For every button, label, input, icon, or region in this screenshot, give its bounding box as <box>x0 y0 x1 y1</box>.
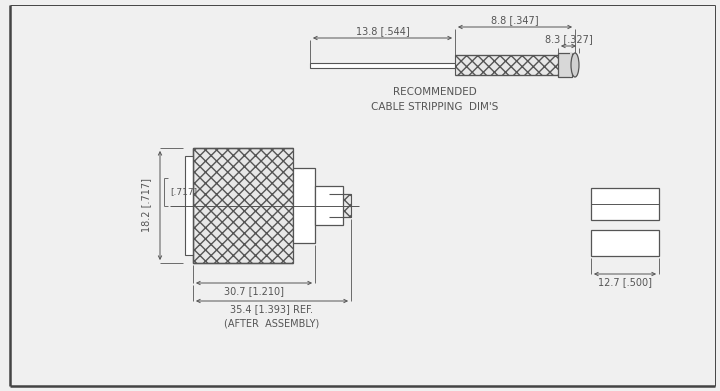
Text: 8.3 [.327]: 8.3 [.327] <box>544 34 593 44</box>
Bar <box>293 168 315 243</box>
Bar <box>558 53 572 77</box>
Text: 18.2 [.717]: 18.2 [.717] <box>141 179 151 233</box>
Text: 8.8 [.347]: 8.8 [.347] <box>491 15 539 25</box>
Text: RECOMMENDED
CABLE STRIPPING  DIM'S: RECOMMENDED CABLE STRIPPING DIM'S <box>372 87 499 112</box>
Bar <box>570 53 574 77</box>
Bar <box>310 63 455 68</box>
Text: (AFTER  ASSEMBLY): (AFTER ASSEMBLY) <box>225 319 320 329</box>
Bar <box>315 186 343 225</box>
Bar <box>455 55 558 75</box>
Text: [.717]: [.717] <box>170 187 197 196</box>
Text: 35.4 [1.393] REF.: 35.4 [1.393] REF. <box>230 304 313 314</box>
Bar <box>591 188 659 220</box>
Bar <box>193 148 293 263</box>
Text: 12.7 [.500]: 12.7 [.500] <box>598 277 652 287</box>
Bar <box>329 194 351 217</box>
Text: 13.8 [.544]: 13.8 [.544] <box>356 26 410 36</box>
Bar <box>185 156 193 255</box>
Text: 30.7 [1.210]: 30.7 [1.210] <box>224 286 284 296</box>
Bar <box>591 230 659 256</box>
Ellipse shape <box>571 53 579 77</box>
